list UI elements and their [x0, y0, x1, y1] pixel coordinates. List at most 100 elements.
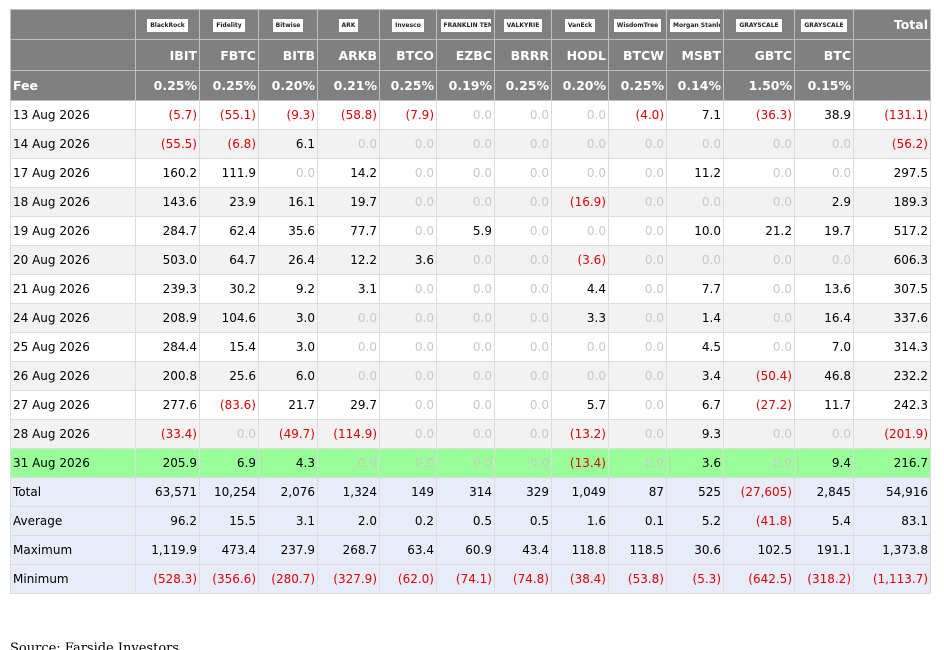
flow-value: (58.8)	[317, 100, 380, 130]
flow-value: 0.0	[317, 129, 380, 159]
flow-value: 205.9	[135, 448, 200, 478]
flow-value: 0.0	[436, 303, 495, 333]
summary-value: 2.0	[317, 506, 380, 536]
fee: 0.20%	[551, 70, 609, 101]
flow-value: 11.7	[794, 390, 854, 420]
flow-value: 0.0	[494, 448, 552, 478]
summary-value: 43.4	[494, 535, 552, 565]
summary-value: (53.8)	[608, 564, 667, 594]
flow-value: 0.0	[608, 274, 667, 304]
summary-value: (41.8)	[723, 506, 795, 536]
date: 17 Aug 2026	[10, 158, 136, 188]
flow-value: 4.4	[551, 274, 609, 304]
date: 21 Aug 2026	[10, 274, 136, 304]
ticker: EZBC	[436, 39, 495, 71]
summary-value: 87	[608, 477, 667, 507]
flow-value: 10.0	[666, 216, 724, 246]
summary-value: 0.2	[379, 506, 437, 536]
flow-value: 208.9	[135, 303, 200, 333]
summary-label: Average	[10, 506, 136, 536]
summary-value: 102.5	[723, 535, 795, 565]
flow-value: 23.9	[199, 187, 259, 217]
flow-value: 0.0	[436, 187, 495, 217]
flow-row: 14 Aug 2026 (55.5) (6.8) 6.1 0.0 0.0 0.0 0.0 0.0…	[10, 129, 931, 159]
flow-value: 0.0	[379, 448, 437, 478]
flow-value: 0.0	[436, 158, 495, 188]
issuer-logo: WisdomTree	[613, 19, 662, 32]
daily-total: 242.3	[853, 390, 931, 420]
summary-value: 118.5	[608, 535, 667, 565]
summary-value: 314	[436, 477, 495, 507]
summary-value: 329	[494, 477, 552, 507]
summary-value: (356.6)	[199, 564, 259, 594]
flow-value: 16.4	[794, 303, 854, 333]
flow-value: (36.3)	[723, 100, 795, 130]
summary-value: 96.2	[135, 506, 200, 536]
summary-value: 3.1	[258, 506, 318, 536]
flow-value: 46.8	[794, 361, 854, 391]
flow-value: 0.0	[379, 158, 437, 188]
summary-value: 54,916	[853, 477, 931, 507]
summary-value: 63.4	[379, 535, 437, 565]
flow-value: 13.6	[794, 274, 854, 304]
fee: 1.50%	[723, 70, 795, 101]
flow-value: 3.0	[258, 332, 318, 362]
issuer-cell: GRAYSCALE	[794, 9, 854, 40]
flow-value: 200.8	[135, 361, 200, 391]
ticker: MSBT	[666, 39, 724, 71]
flow-value: 0.0	[494, 303, 552, 333]
date: 31 Aug 2026	[10, 448, 136, 478]
flow-value: 239.3	[135, 274, 200, 304]
flow-value: 0.0	[494, 158, 552, 188]
date: 25 Aug 2026	[10, 332, 136, 362]
daily-total: 517.2	[853, 216, 931, 246]
date: 28 Aug 2026	[10, 419, 136, 449]
flow-value: 160.2	[135, 158, 200, 188]
issuer-cell: VALKYRIE	[494, 9, 552, 40]
flow-value: 0.0	[494, 274, 552, 304]
flow-value: 0.0	[723, 274, 795, 304]
summary-label: Minimum	[10, 564, 136, 594]
flow-value: 0.0	[436, 390, 495, 420]
flow-value: 19.7	[794, 216, 854, 246]
flow-value: (55.1)	[199, 100, 259, 130]
flow-value: 0.0	[494, 390, 552, 420]
flow-value: (114.9)	[317, 419, 380, 449]
issuer-logo: GRAYSCALE	[801, 19, 847, 32]
fee: 0.21%	[317, 70, 380, 101]
summary-value: 1,119.9	[135, 535, 200, 565]
flow-value: (50.4)	[723, 361, 795, 391]
flow-value: 0.0	[794, 245, 854, 275]
ticker-row: IBIT FBTC BITB ARKB BTCO EZBC BRRR HODL BTCW MSBT…	[10, 39, 931, 71]
flow-row: 13 Aug 2026 (5.7) (55.1) (9.3) (58.8) (7.9) 0.…	[10, 100, 931, 130]
flow-value: (33.4)	[135, 419, 200, 449]
flow-value: 0.0	[379, 303, 437, 333]
summary-value: 0.5	[494, 506, 552, 536]
ticker: ARKB	[317, 39, 380, 71]
flow-value: 21.7	[258, 390, 318, 420]
flow-value: 0.0	[258, 158, 318, 188]
flow-value: (4.0)	[608, 100, 667, 130]
flow-value: 6.0	[258, 361, 318, 391]
summary-value: 237.9	[258, 535, 318, 565]
daily-total: (201.9)	[853, 419, 931, 449]
flow-value: 0.0	[723, 187, 795, 217]
flow-value: 0.0	[723, 129, 795, 159]
flow-value: 0.0	[608, 332, 667, 362]
flow-value: 503.0	[135, 245, 200, 275]
flow-value: 2.9	[794, 187, 854, 217]
issuer-cell: GRAYSCALE	[723, 9, 795, 40]
daily-total: 307.5	[853, 274, 931, 304]
flow-value: 0.0	[317, 332, 380, 362]
flow-value: 3.0	[258, 303, 318, 333]
flow-value: 16.1	[258, 187, 318, 217]
flow-value: 1.4	[666, 303, 724, 333]
flow-value: 3.6	[666, 448, 724, 478]
flow-value: 0.0	[379, 390, 437, 420]
summary-value: (62.0)	[379, 564, 437, 594]
flow-value: 77.7	[317, 216, 380, 246]
fee: 0.20%	[258, 70, 318, 101]
flow-value: (3.6)	[551, 245, 609, 275]
flow-value: 0.0	[794, 129, 854, 159]
daily-total: 337.6	[853, 303, 931, 333]
